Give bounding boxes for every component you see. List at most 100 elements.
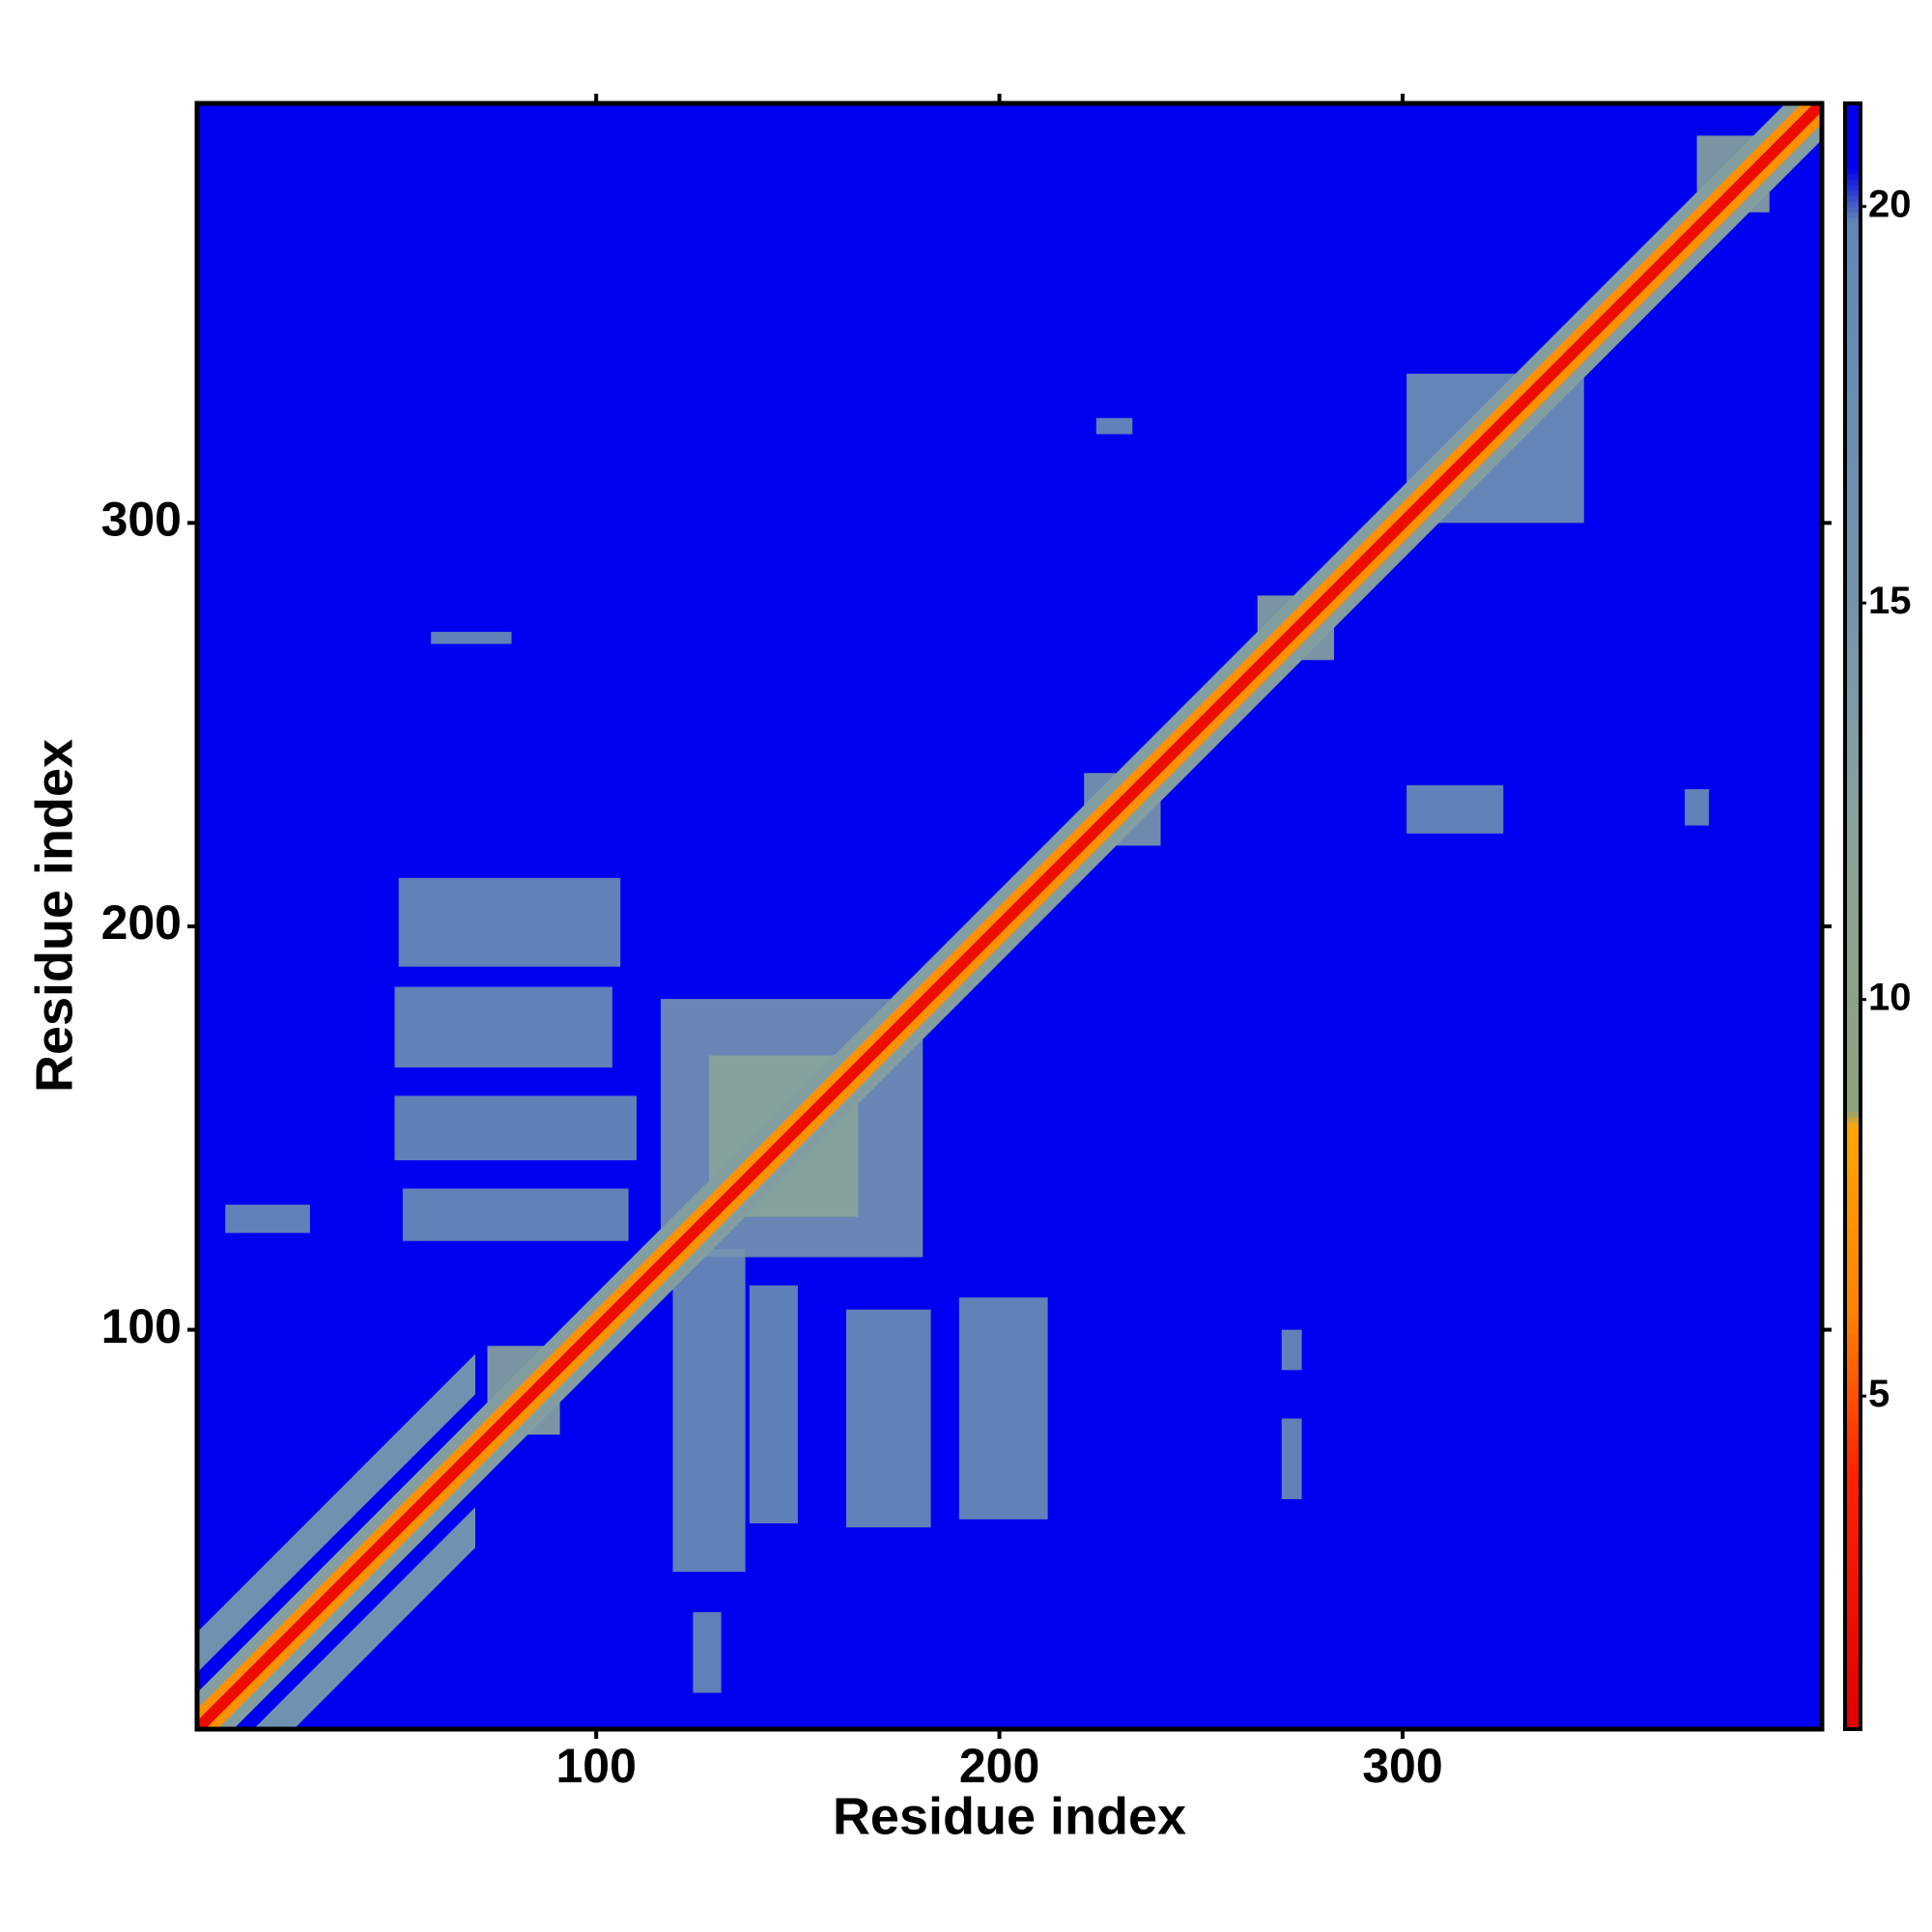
colorbar-slice — [1845, 797, 1861, 804]
colorbar-slice — [1845, 515, 1861, 522]
colorbar-slice — [1845, 1019, 1861, 1026]
colorbar-slice — [1845, 867, 1861, 874]
colorbar-slice — [1845, 748, 1861, 754]
colorbar-slice — [1845, 1236, 1861, 1242]
colorbar-slice — [1845, 1117, 1861, 1123]
colorbar-slice — [1845, 1230, 1861, 1237]
colorbar-slice — [1845, 222, 1861, 229]
colorbar-slice — [1845, 585, 1861, 592]
colorbar-slice — [1845, 434, 1861, 440]
colorbar-slice — [1845, 239, 1861, 245]
colorbar-slice — [1845, 851, 1861, 858]
colorbar-slice — [1845, 1279, 1861, 1286]
colorbar-slice — [1845, 770, 1861, 777]
diagonal-band — [253, 1507, 475, 1729]
colorbar-slice — [1845, 742, 1861, 750]
colorbar-slice — [1845, 455, 1861, 462]
colorbar-slice — [1845, 195, 1861, 202]
colorbar-slice — [1845, 1149, 1861, 1155]
colorbar-slice — [1845, 1132, 1861, 1140]
colorbar-slice — [1845, 1268, 1861, 1275]
colorbar-slice — [1845, 477, 1861, 484]
colorbar-slice — [1845, 1219, 1861, 1226]
colorbar-slice — [1845, 889, 1861, 895]
colorbar-slice — [1845, 899, 1861, 906]
colorbar-slice — [1845, 509, 1861, 516]
colorbar-slice — [1845, 976, 1861, 982]
colorbar-slice — [1845, 357, 1861, 364]
colorbar-slice — [1845, 298, 1861, 305]
colorbar-slice — [1845, 1609, 1861, 1616]
colorbar-slice — [1845, 1555, 1861, 1562]
colorbar-slice — [1845, 753, 1861, 760]
diagonal-band — [197, 103, 1822, 1729]
colorbar-slice — [1845, 1078, 1861, 1086]
colorbar-slice — [1845, 353, 1861, 359]
colorbar-slice — [1845, 802, 1861, 809]
colorbar-slice — [1845, 932, 1861, 939]
colorbar-slice — [1845, 1371, 1861, 1378]
colorbar-slice — [1845, 1030, 1861, 1037]
colorbar-slice — [1845, 439, 1861, 446]
colorbar-slice — [1845, 1534, 1861, 1541]
colorbar-slice — [1845, 1192, 1861, 1199]
colorbar-slice — [1845, 1485, 1861, 1492]
colorbar-slice — [1845, 1322, 1861, 1329]
colorbar-slice — [1845, 152, 1861, 158]
colorbar-tick-label: 10 — [1868, 976, 1912, 1018]
colorbar-slice — [1845, 282, 1861, 289]
y-tick-label: 300 — [101, 493, 182, 547]
colorbar-slice — [1845, 997, 1861, 1004]
colorbar-slice — [1845, 612, 1861, 619]
colorbar-slice — [1845, 694, 1861, 700]
colorbar-slice — [1845, 1663, 1861, 1670]
colorbar-slice — [1845, 1539, 1861, 1546]
colorbar-slice — [1845, 1105, 1861, 1113]
colorbar-slice — [1845, 1604, 1861, 1611]
colorbar-slice — [1845, 1572, 1861, 1578]
colorbar-slice — [1845, 1094, 1861, 1101]
colorbar-slice — [1845, 895, 1861, 901]
colorbar-slice — [1845, 1653, 1861, 1660]
colorbar-slice — [1845, 1312, 1861, 1319]
colorbar-slice — [1845, 1696, 1861, 1703]
colorbar-slice — [1845, 775, 1861, 781]
colorbar-slice — [1845, 520, 1861, 527]
colorbar-slice — [1845, 374, 1861, 381]
colorbar-slice — [1845, 1642, 1861, 1649]
colorbar-slice — [1845, 1479, 1861, 1487]
colorbar-slice — [1845, 1425, 1861, 1433]
colorbar-slice — [1845, 114, 1861, 121]
colorbar-slice — [1845, 1073, 1861, 1080]
colorbar-slice — [1845, 1561, 1861, 1568]
heatmap-region — [394, 1095, 637, 1161]
colorbar-slice — [1845, 602, 1861, 609]
colorbar-slice — [1845, 141, 1861, 148]
colorbar-slice — [1845, 596, 1861, 603]
colorbar-slice — [1845, 212, 1861, 218]
colorbar-slice — [1845, 1159, 1861, 1167]
colorbar-tick-label: 15 — [1868, 580, 1912, 622]
colorbar-slice — [1845, 1588, 1861, 1595]
colorbar-slice — [1845, 179, 1861, 185]
colorbar-slice — [1845, 173, 1861, 181]
colorbar-slice — [1845, 737, 1861, 744]
colorbar-slice — [1845, 905, 1861, 912]
colorbar-slice — [1845, 1690, 1861, 1697]
colorbar-slice — [1845, 1040, 1861, 1047]
colorbar-slice — [1845, 558, 1861, 565]
colorbar-slice — [1845, 1414, 1861, 1421]
colorbar-slice — [1845, 1327, 1861, 1335]
colorbar-slice — [1845, 1491, 1861, 1497]
colorbar-slice — [1845, 1317, 1861, 1323]
colorbar-slice — [1845, 336, 1861, 343]
colorbar-slice — [1845, 1441, 1861, 1448]
y-axis-title: Residue index — [25, 739, 83, 1093]
colorbar-slice — [1845, 384, 1861, 391]
colorbar-slice — [1845, 168, 1861, 175]
colorbar-slice — [1845, 590, 1861, 598]
colorbar-slice — [1845, 1122, 1861, 1128]
colorbar: 5 10 15 20 — [1843, 101, 1912, 1731]
colorbar-slice — [1845, 607, 1861, 613]
colorbar-slice — [1845, 1528, 1861, 1535]
